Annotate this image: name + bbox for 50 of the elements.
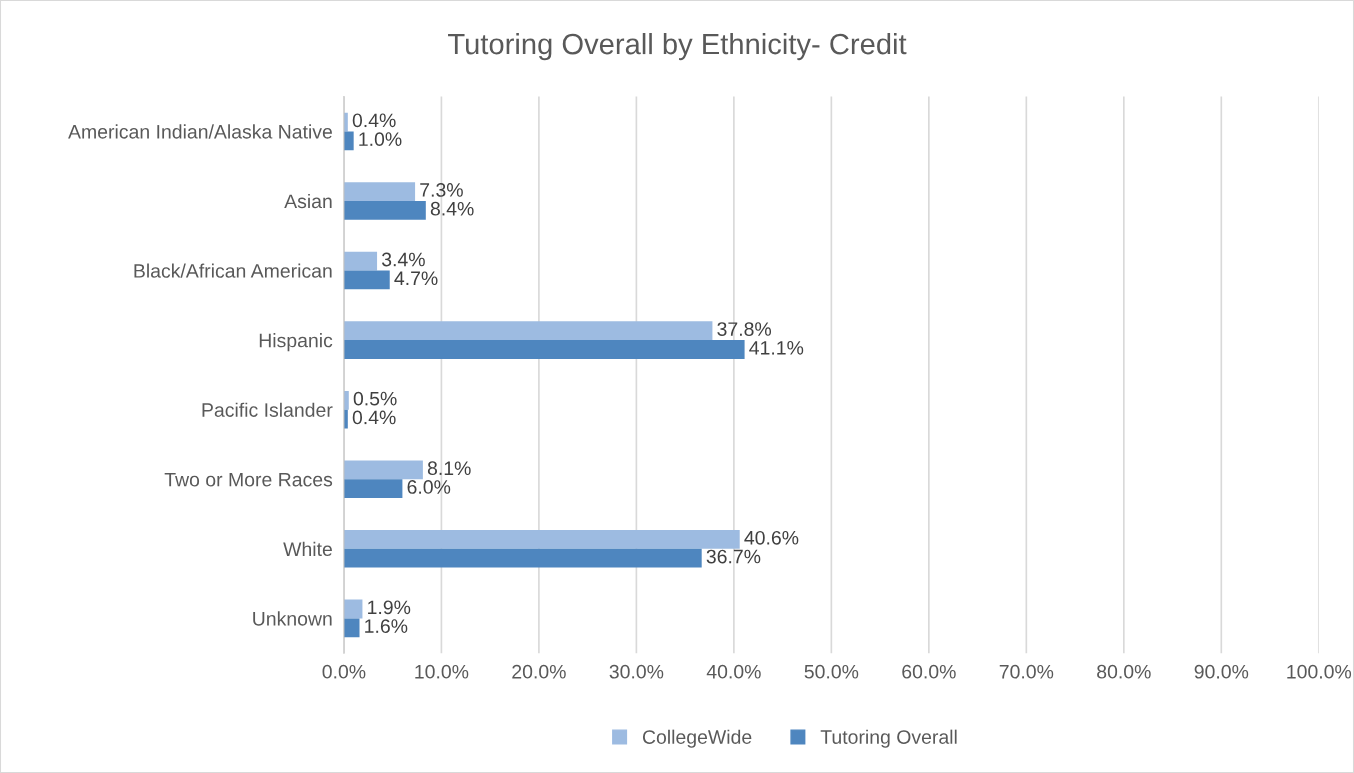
bar (343, 321, 713, 341)
x-tick-label: 70.0% (999, 664, 1054, 679)
bar (343, 460, 423, 480)
bar (343, 251, 378, 271)
x-tick-label: 0.0% (322, 664, 366, 679)
x-tick-label: 30.0% (609, 664, 664, 679)
bar (343, 530, 740, 549)
data-label: 0.4% (352, 113, 396, 128)
x-tick-label: 80.0% (1097, 664, 1151, 679)
bar (343, 479, 403, 499)
data-label: 3.4% (381, 252, 425, 267)
y-tick-label: Two or More Races (164, 472, 333, 487)
x-tick-label: 60.0% (902, 664, 956, 679)
bar (343, 618, 360, 638)
legend-label: Tutoring Overall (820, 729, 957, 748)
data-label: 1.9% (368, 600, 411, 615)
data-label: 4.7% (394, 271, 438, 286)
bar (343, 340, 745, 359)
x-tick-label: 10.0% (415, 664, 469, 679)
x-tick-label: 20.0% (512, 664, 566, 679)
bar (343, 200, 426, 220)
chart-title: Tutoring Overall by Ethnicity- Credit (448, 32, 907, 61)
data-label: 8.1% (427, 461, 471, 476)
y-tick-label: Hispanic (259, 333, 333, 352)
bar (343, 270, 390, 290)
data-label: 8.4% (430, 201, 474, 216)
y-tick-label: Asian (284, 193, 332, 209)
x-tick-label: 90.0% (1194, 664, 1249, 679)
y-tick-label: White (283, 541, 332, 557)
y-tick-label: American Indian/Alaska Native (68, 124, 332, 139)
x-tick-label: 50.0% (804, 664, 859, 679)
data-label: 1.6% (365, 619, 408, 634)
data-label: 6.0% (407, 480, 451, 494)
data-label: 36.7% (706, 549, 761, 564)
y-tick-label: Pacific Islander (202, 402, 333, 417)
y-tick-label: Black/African American (134, 263, 332, 278)
data-label: 0.4% (352, 410, 396, 425)
data-label: 40.6% (744, 530, 799, 545)
x-tick-label: 100.0% (1287, 664, 1352, 679)
bar (343, 131, 354, 151)
bar (343, 182, 416, 201)
data-label: 41.1% (749, 341, 804, 355)
bar (343, 548, 702, 568)
x-tick-label: 40.0% (706, 664, 761, 679)
data-label: 7.3% (420, 183, 463, 197)
data-label: 1.0% (359, 132, 402, 147)
data-label: 0.5% (353, 391, 397, 406)
legend-label: CollegeWide (642, 729, 752, 748)
data-label: 37.8% (717, 322, 772, 336)
y-tick-label: Unknown (253, 611, 332, 626)
